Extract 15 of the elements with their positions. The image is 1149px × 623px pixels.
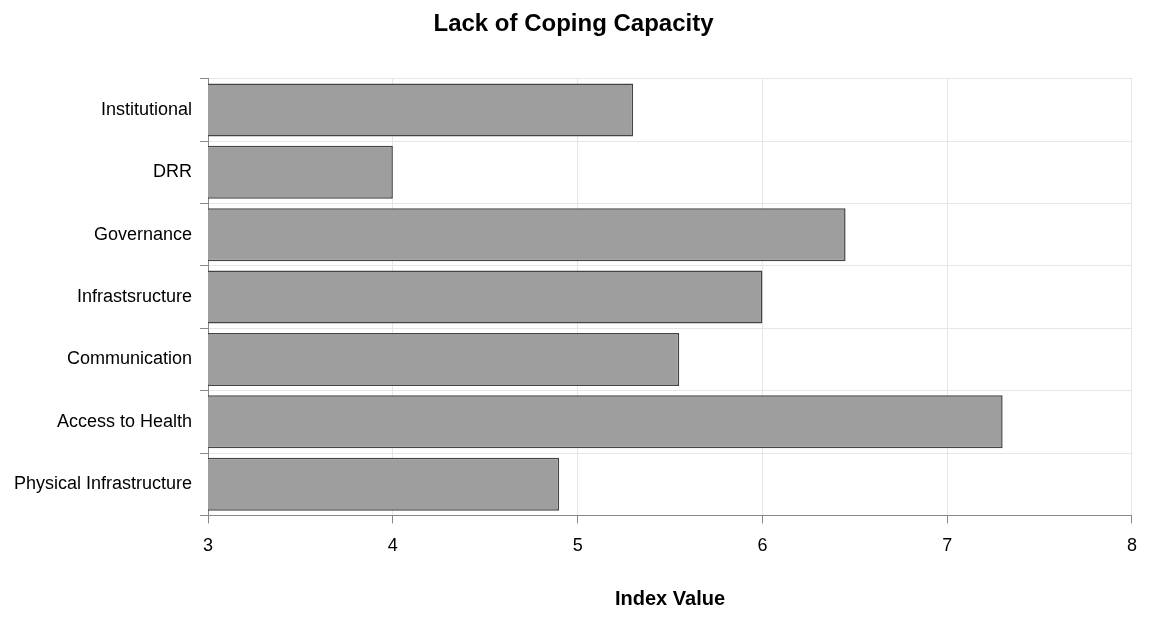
chart-title: Lack of Coping Capacity <box>433 9 715 37</box>
y-tick-label: DRR <box>153 161 193 182</box>
y-tick-label: Communication <box>67 348 193 369</box>
x-tick-label: 4 <box>387 535 398 556</box>
x-tick-label: 6 <box>757 535 768 556</box>
x-axis-title: Index Value <box>615 586 726 609</box>
y-tick-label: Physical Infrastructure <box>13 473 193 494</box>
y-tick-label: Institutional <box>101 98 193 119</box>
x-tick-label: 8 <box>1126 535 1137 556</box>
y-tick-label: Access to Health <box>57 410 193 431</box>
x-tick-label: 7 <box>942 535 953 556</box>
x-tick-label: 3 <box>203 535 214 556</box>
x-tick-label: 5 <box>572 535 583 556</box>
y-tick-label: Infrastsructure <box>77 286 193 307</box>
y-tick-label: Governance <box>94 223 193 244</box>
